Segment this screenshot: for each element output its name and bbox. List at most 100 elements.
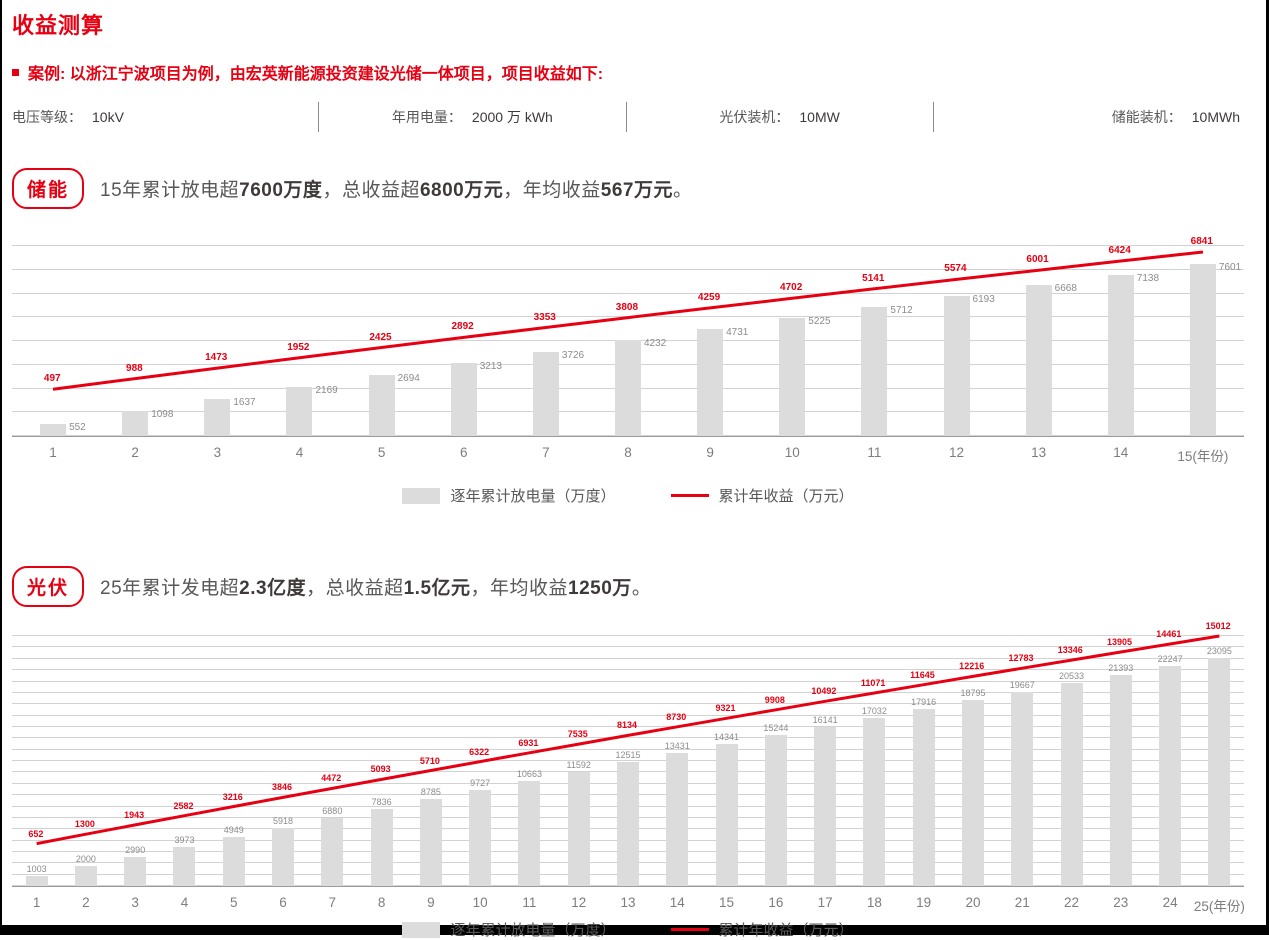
x-axis-label: 8: [377, 895, 386, 910]
summary-highlight: 7600万度: [239, 179, 323, 201]
grid-line: [12, 646, 1244, 648]
summary-text: 15年累计放电超: [100, 179, 240, 201]
case-text: 案例: 以浙江宁波项目为例，由宏英新能源投资建设光储一体项目，项目收益如下:: [28, 66, 604, 83]
x-axis-label: 15: [719, 895, 735, 910]
line-value-label: 11071: [860, 678, 886, 688]
grid-line: [12, 268, 1244, 270]
bar-swatch-icon: [402, 487, 441, 504]
line-value-label: 12783: [1008, 653, 1034, 664]
line-value-label: 1473: [205, 352, 228, 364]
summary-highlight: 1250万: [568, 577, 632, 599]
legend-item-line: 累计年收益（万元）: [670, 485, 854, 506]
storage-x-axis: 1 2 3 4 5 6 7 8 9 10 11 12 13 14 15(年份): [12, 443, 1244, 467]
bar-year-9: [419, 799, 442, 886]
bar-value-label: 10663: [516, 768, 542, 779]
x-axis-label: 9: [706, 445, 714, 460]
bar-year-3: [204, 399, 231, 436]
bar-value-label: 1098: [151, 409, 174, 421]
bar-value-label: 17916: [911, 697, 937, 707]
bar-value-label: 19667: [1009, 679, 1035, 690]
line-value-label: 9321: [715, 703, 736, 714]
pv-legend: 逐年累计放电量（万度） 累计年收益（万元）: [12, 919, 1244, 940]
line-value-label: 1952: [287, 341, 310, 353]
bar-year-14: [666, 753, 689, 886]
bar-value-label: 6668: [1054, 283, 1077, 295]
line-value-label: 3353: [533, 311, 556, 323]
line-value-label: 15012: [1205, 621, 1231, 631]
bar-year-17: [814, 726, 837, 886]
x-axis-label: 13: [620, 895, 636, 910]
revenue-line: [12, 246, 1244, 436]
line-value-label: 2582: [173, 800, 194, 811]
x-axis-label: 10: [472, 895, 488, 910]
grid-line: [12, 635, 1244, 636]
bar-year-1: [25, 876, 48, 886]
param-value: 10MW: [799, 109, 840, 125]
bar-value-label: 23095: [1206, 645, 1232, 656]
x-axis-label: 16: [768, 895, 784, 910]
line-value-label: 1300: [74, 819, 95, 830]
case-line: 案例: 以浙江宁波项目为例，由宏英新能源投资建设光储一体项目，项目收益如下:: [12, 60, 1244, 84]
line-swatch-icon: [670, 494, 709, 497]
grid-line: [12, 245, 1244, 246]
x-axis-label: 14: [669, 895, 685, 910]
bar-year-25: [1208, 657, 1231, 886]
legend-label: 累计年收益（万元）: [718, 488, 854, 505]
line-value-label: 4472: [321, 773, 342, 784]
bar-value-label: 4731: [726, 327, 749, 338]
summary-text: ，总收益超: [322, 179, 420, 201]
x-axis-label: 5: [229, 895, 238, 910]
line-value-label: 5574: [944, 263, 967, 275]
bar-value-label: 16141: [812, 714, 838, 725]
line-value-label: 6001: [1026, 254, 1049, 266]
line-value-label: 5141: [862, 272, 885, 284]
bar-value-label: 21393: [1108, 662, 1134, 673]
bar-value-label: 2000: [75, 854, 96, 865]
line-value-label: 6322: [469, 746, 490, 757]
bar-value-label: 1637: [233, 397, 256, 408]
line-value-label: 497: [43, 373, 61, 385]
bar-year-13: [1025, 285, 1052, 436]
revenue-line: [12, 636, 1244, 886]
bar-year-20: [961, 700, 984, 886]
grid-line: [12, 760, 1244, 761]
bar-year-4: [286, 386, 313, 436]
storage-section-header: 储能 15年累计放电超7600万度，总收益超6800万元，年均收益567万元。: [12, 166, 1244, 210]
bar-year-14: [1107, 274, 1134, 436]
storage-chart: 552 1098 1637 2169 2694 3213 3726 4232 4731 5225 5…: [12, 236, 1244, 506]
bar-value-label: 3726: [561, 349, 585, 361]
line-value-label: 4259: [697, 291, 721, 303]
bar-value-label: 4949: [223, 825, 244, 836]
x-axis-label: 11: [522, 895, 537, 910]
bar-value-label: 1003: [26, 864, 47, 875]
x-axis-label: 10: [784, 445, 800, 460]
bar-value-label: 18795: [960, 688, 986, 699]
param-value: 10kV: [92, 109, 124, 125]
line-value-label: 3808: [615, 301, 639, 313]
legend-label: 累计年收益（万元）: [718, 922, 854, 939]
bar-year-23: [1109, 674, 1132, 886]
pv-section-header: 光伏 25年累计发电超2.3亿度，总收益超1.5亿元，年均收益1250万。: [12, 564, 1244, 608]
bar-year-2: [122, 411, 149, 436]
grid-line: [12, 703, 1244, 705]
x-axis-label: 22: [1064, 895, 1080, 910]
bar-value-label: 2694: [397, 373, 420, 385]
bar-year-22: [1060, 683, 1083, 886]
pv-plot-area: 1003 2000 2990 3973 4949 5918 6880 7836 8785 9727…: [12, 621, 1244, 887]
bar-year-9: [697, 329, 724, 436]
grid-line: [12, 737, 1244, 739]
x-axis-label: 21: [1014, 895, 1030, 910]
line-value-label: 13905: [1107, 637, 1133, 647]
param-annual-usage: 年用电量： 2000 万 kWh: [319, 107, 625, 127]
line-value-label: 6931: [518, 737, 539, 748]
summary-highlight: 567万元: [600, 179, 673, 201]
x-axis-label: 3: [131, 895, 139, 910]
x-axis-label: 3: [213, 445, 222, 460]
x-axis-label: 17: [817, 895, 833, 910]
bar-year-8: [370, 808, 393, 886]
grid-line: [12, 748, 1244, 750]
bar-year-13: [617, 762, 639, 886]
bar-value-label: 7836: [371, 796, 392, 807]
bar-value-label: 17032: [861, 705, 887, 716]
line-value-label: 2892: [451, 321, 474, 333]
